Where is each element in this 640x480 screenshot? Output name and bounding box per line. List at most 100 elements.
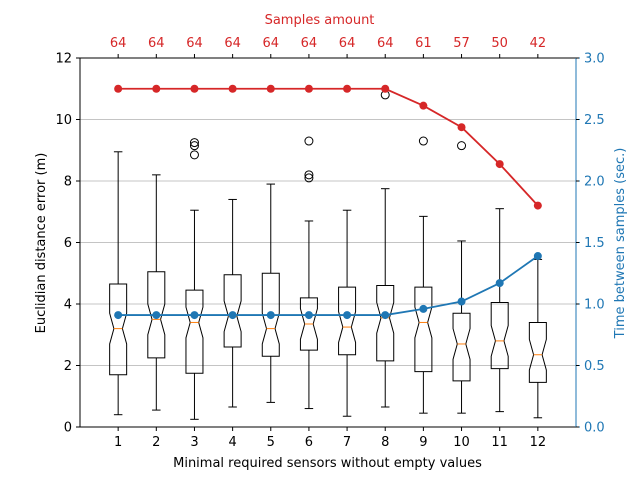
y2-tick-label: 2.5 xyxy=(584,113,605,128)
x-tick-label: 11 xyxy=(491,435,508,450)
top-tick-label: 64 xyxy=(262,36,279,51)
y2-tick-label: 3.0 xyxy=(584,52,605,67)
series-point xyxy=(381,311,390,320)
series-line xyxy=(118,87,539,207)
box-body xyxy=(223,274,242,348)
y-tick-label: 8 xyxy=(64,175,72,190)
y2-tick-label: 2.0 xyxy=(584,175,605,190)
series-point xyxy=(152,84,161,93)
x-tick-label: 4 xyxy=(228,435,236,450)
box-body xyxy=(452,312,471,382)
series-point xyxy=(190,311,199,320)
series-point xyxy=(457,123,466,132)
series-point xyxy=(419,101,428,110)
top-tick-label: 64 xyxy=(301,36,318,51)
series-point xyxy=(152,311,161,320)
box-5 xyxy=(261,183,280,403)
top-tick-label: 64 xyxy=(224,36,241,51)
y-tick-label: 6 xyxy=(64,236,72,251)
series-point xyxy=(343,84,352,93)
top-tick-label: 42 xyxy=(530,36,547,51)
box-9 xyxy=(414,136,433,414)
outlier-point xyxy=(304,173,314,183)
series-point xyxy=(419,304,428,313)
x-tick-label: 2 xyxy=(152,435,160,450)
box-body xyxy=(528,321,547,383)
box-4 xyxy=(223,198,242,408)
series-point xyxy=(495,160,504,169)
y-tick-label: 10 xyxy=(55,113,72,128)
box-body xyxy=(185,289,204,374)
line-series xyxy=(114,84,542,320)
series-point xyxy=(533,201,542,210)
series-point xyxy=(304,311,313,320)
series-point xyxy=(114,84,123,93)
outlier-point xyxy=(418,136,428,146)
outlier-point xyxy=(457,141,467,151)
outlier-point xyxy=(304,170,314,180)
y-tick-label: 2 xyxy=(64,359,72,374)
grid-lines xyxy=(80,57,576,428)
top-tick-label: 64 xyxy=(339,36,356,51)
series-1 xyxy=(114,84,542,210)
series-point xyxy=(304,84,313,93)
box-body xyxy=(261,272,280,357)
outlier-point xyxy=(189,150,199,160)
top-axis-title: Samples amount xyxy=(265,13,375,28)
box-body xyxy=(147,271,166,359)
box-plots xyxy=(109,90,547,420)
top-tick-label: 50 xyxy=(491,36,508,51)
outlier-point xyxy=(304,136,314,146)
box-body xyxy=(490,301,509,370)
series-point xyxy=(343,311,352,320)
top-tick-label: 64 xyxy=(110,36,127,51)
y2-tick-label: 0.5 xyxy=(584,359,605,374)
top-tick-label: 64 xyxy=(377,36,394,51)
top-tick-label: 64 xyxy=(148,36,165,51)
x-tick-label: 7 xyxy=(343,435,351,450)
x-tick-label: 8 xyxy=(381,435,389,450)
y2-tick-label: 1.0 xyxy=(584,298,605,313)
box-2 xyxy=(147,174,166,411)
box-12 xyxy=(528,258,547,419)
series-point xyxy=(190,84,199,93)
series-point xyxy=(457,297,466,306)
box-6 xyxy=(299,136,318,410)
x-axis-title: Minimal required sensors without empty v… xyxy=(173,456,482,471)
y-axis-title: Euclidian distance error (m) xyxy=(34,153,49,334)
series-point xyxy=(114,311,123,320)
series-point xyxy=(381,84,390,93)
series-line xyxy=(118,255,539,316)
y-tick-label: 0 xyxy=(64,421,72,436)
box-body xyxy=(109,283,128,376)
x-tick-label: 1 xyxy=(114,435,122,450)
y-tick-label: 12 xyxy=(55,52,72,67)
box-body xyxy=(376,285,395,362)
box-body xyxy=(414,286,433,373)
top-tick-label: 57 xyxy=(453,36,470,51)
series-point xyxy=(228,84,237,93)
outlier-point xyxy=(189,141,199,151)
y2-tick-label: 1.5 xyxy=(584,236,605,251)
box-3 xyxy=(185,138,204,420)
series-point xyxy=(266,84,275,93)
x-tick-label: 10 xyxy=(453,435,470,450)
y2-axis-title: Time between samples (sec.) xyxy=(613,148,628,340)
x-tick-label: 12 xyxy=(530,435,547,450)
x-tick-label: 6 xyxy=(305,435,313,450)
series-point xyxy=(228,311,237,320)
box-1 xyxy=(109,151,128,416)
box-10 xyxy=(452,141,471,414)
outlier-point xyxy=(189,138,199,148)
box-11 xyxy=(490,208,509,413)
box-body xyxy=(338,286,357,356)
series-point xyxy=(533,252,542,261)
series-point xyxy=(495,279,504,288)
box-8 xyxy=(376,90,395,408)
top-tick-label: 61 xyxy=(415,36,432,51)
x-tick-label: 5 xyxy=(267,435,275,450)
series-2 xyxy=(114,252,542,320)
box-7 xyxy=(338,209,357,417)
series-point xyxy=(266,311,275,320)
